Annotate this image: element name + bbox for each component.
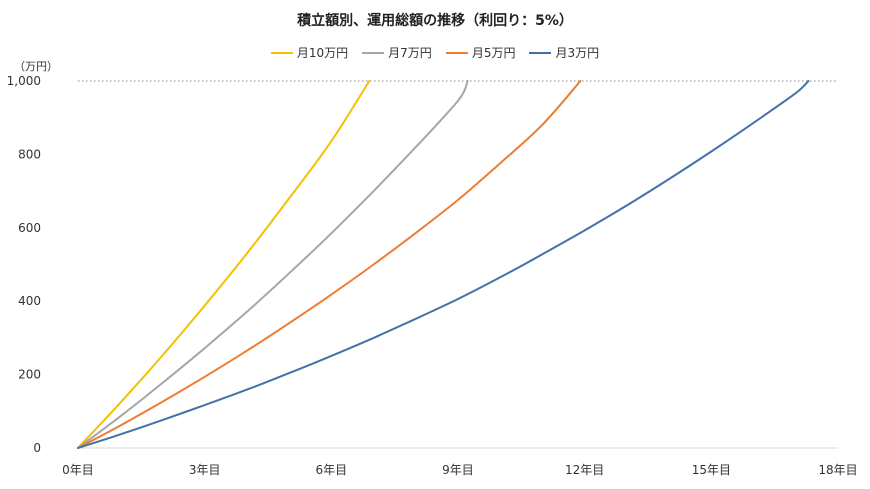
axes xyxy=(78,80,838,449)
legend-swatch xyxy=(445,51,468,54)
series-line-2 xyxy=(77,80,582,449)
x-tick-label: 6年目 xyxy=(316,463,348,477)
legend-item: 月10万円 xyxy=(270,44,349,61)
x-tick-label: 0年目 xyxy=(62,463,94,477)
legend-label: 月7万円 xyxy=(388,46,432,60)
y-tick-label: 200 xyxy=(18,368,41,382)
x-tick-label: 15年目 xyxy=(692,463,731,477)
legend-item: 月7万円 xyxy=(362,44,432,61)
series-line-1 xyxy=(77,80,469,449)
y-tick-label: 0 xyxy=(33,441,41,455)
x-tick-label: 12年目 xyxy=(565,463,604,477)
y-tick-label: 400 xyxy=(18,294,41,308)
y-axis-unit-label: （万円） xyxy=(14,60,58,73)
chart-title: 積立額別、運用総額の推移（利回り：5%） xyxy=(297,13,573,29)
x-tick-label: 3年目 xyxy=(189,463,221,477)
legend-swatch xyxy=(529,51,552,54)
series-line-0 xyxy=(77,80,371,449)
legend-swatch xyxy=(362,51,385,54)
series-line-3 xyxy=(77,80,810,449)
y-tick-label: 800 xyxy=(18,147,41,161)
legend-label: 月10万円 xyxy=(296,46,349,60)
x-tick-label: 18年目 xyxy=(818,463,857,477)
x-tick-label: 9年目 xyxy=(442,463,474,477)
y-tick-label: 1,000 xyxy=(7,74,41,88)
legend-item: 月5万円 xyxy=(445,44,516,61)
labels-layer: 0 200 400 600 800 1,000 0年目 3年目 6年目 9年目 12年目 15年目 18… xyxy=(7,74,858,477)
legend: 月10万円 月7万円 月5万円 月3万円 xyxy=(0,44,870,61)
y-tick-label: 600 xyxy=(18,221,41,235)
legend-swatch xyxy=(270,51,293,54)
legend-label: 月3万円 xyxy=(555,46,600,60)
series-layer xyxy=(77,80,810,449)
legend-item: 月3万円 xyxy=(529,44,599,61)
legend-label: 月5万円 xyxy=(471,46,516,60)
